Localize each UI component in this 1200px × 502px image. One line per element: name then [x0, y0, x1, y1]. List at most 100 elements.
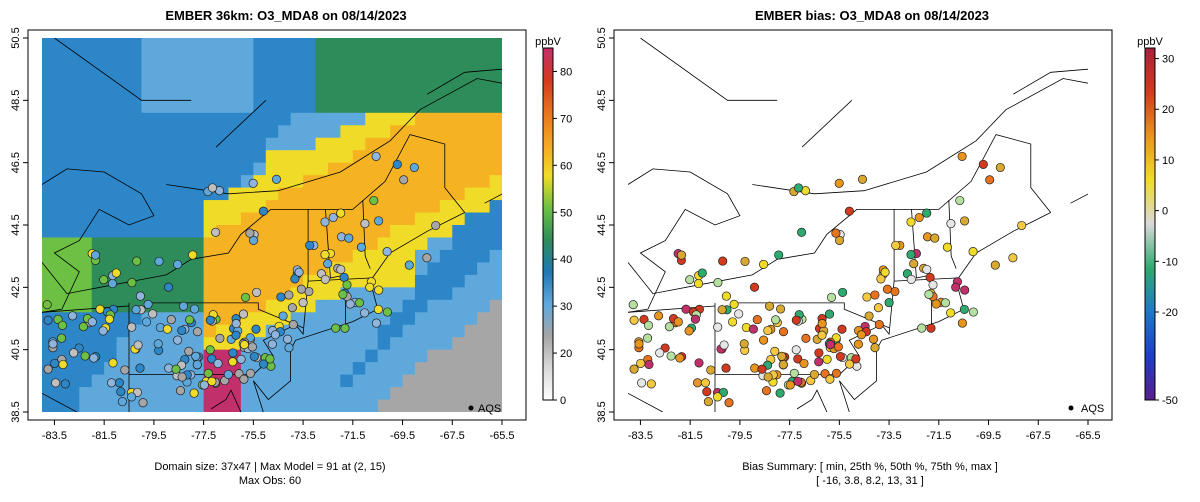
y-tick-label: 44.5 — [596, 214, 608, 235]
station-point — [132, 256, 142, 266]
x-tick-label: -73.5 — [291, 430, 316, 442]
station-point — [930, 233, 940, 243]
station-point — [339, 272, 349, 282]
station-point — [814, 348, 824, 358]
station-point — [685, 275, 695, 285]
y-tick-label: 40.5 — [10, 339, 22, 360]
station-point — [374, 216, 384, 226]
station-point — [817, 319, 827, 329]
x-tick-label: -83.5 — [628, 430, 653, 442]
station-point — [190, 304, 200, 314]
station-point — [775, 388, 785, 398]
station-point — [178, 301, 189, 311]
caption-line2: Max Obs: 60 — [239, 475, 301, 487]
station-point — [89, 353, 99, 363]
station-point — [148, 309, 158, 319]
station-point — [116, 387, 126, 397]
y-tick-label: 38.5 — [596, 401, 608, 422]
station-point — [694, 358, 704, 368]
station-point — [629, 315, 639, 325]
station-point — [914, 212, 924, 223]
station-point — [728, 317, 738, 327]
station-point — [764, 301, 775, 311]
station-point — [43, 315, 53, 325]
station-point — [809, 369, 819, 380]
x-tick-label: -71.5 — [926, 430, 951, 442]
station-point — [294, 267, 304, 277]
station-point — [925, 272, 935, 282]
colorbar-tick-label: -20 — [1162, 307, 1178, 319]
station-point — [838, 287, 848, 297]
station-point — [837, 324, 847, 334]
station-point — [729, 299, 739, 309]
station-point — [331, 323, 341, 333]
station-point — [345, 299, 355, 309]
station-point — [138, 398, 148, 408]
station-point — [957, 151, 967, 161]
station-point — [706, 365, 716, 375]
station-point — [288, 320, 298, 330]
station-point — [968, 307, 978, 317]
colorbar-tick-label: 10 — [1162, 155, 1174, 167]
station-point — [799, 358, 809, 369]
station-point — [857, 174, 868, 184]
y-tick-label: 42.5 — [10, 277, 22, 298]
station-point — [675, 353, 685, 363]
station-point — [713, 392, 723, 402]
x-tick-label: -79.5 — [727, 430, 752, 442]
station-point — [371, 318, 381, 328]
y-tick-label: 42.5 — [596, 277, 608, 298]
station-point — [634, 339, 644, 349]
station-point — [90, 250, 101, 260]
station-point — [752, 315, 762, 325]
x-tick-label: -83.5 — [42, 430, 67, 442]
station-point — [721, 363, 731, 373]
station-point — [69, 348, 79, 358]
station-point — [120, 365, 130, 375]
station-point — [719, 340, 729, 350]
colorbar-unit: ppbV — [1137, 36, 1163, 48]
station-point — [199, 380, 209, 390]
station-point — [702, 387, 712, 397]
station-point — [834, 235, 845, 245]
y-axis: 38.5 40.5 42.5 44.5 46.5 48.5 50.5 — [596, 27, 614, 423]
station-point — [338, 289, 348, 299]
station-point — [734, 309, 744, 319]
station-point — [917, 323, 927, 333]
station-point — [825, 340, 835, 350]
station-point — [928, 280, 938, 290]
station-point — [951, 282, 961, 292]
station-point — [906, 217, 916, 227]
station-point — [203, 368, 213, 378]
station-point — [844, 206, 854, 216]
station-point — [114, 378, 124, 388]
panel-model: EMBER 36km: O3_MDA8 on 08/14/2023 -83.5-… — [10, 8, 572, 487]
station-point — [127, 322, 137, 332]
caption-line1: Bias Summary: [ min, 25th %, 50th %, 75t… — [742, 461, 998, 473]
station-point — [356, 242, 366, 252]
station-point — [776, 304, 786, 314]
station-point — [205, 345, 215, 355]
station-point — [856, 330, 866, 340]
station-point — [104, 314, 114, 324]
station-point — [287, 303, 297, 313]
station-point — [906, 250, 916, 260]
station-point — [833, 342, 843, 352]
station-points — [42, 151, 441, 408]
station-point — [133, 340, 143, 350]
station-point — [960, 216, 970, 226]
station-point — [692, 378, 703, 388]
x-tick-label: -73.5 — [877, 430, 902, 442]
station-point — [360, 308, 370, 318]
station-point — [399, 175, 409, 185]
station-point — [628, 300, 638, 310]
station-point — [117, 397, 127, 407]
station-point — [718, 256, 728, 266]
station-point — [814, 357, 824, 367]
station-point — [270, 330, 280, 340]
station-point — [713, 278, 723, 288]
station-point — [666, 351, 676, 361]
station-point — [239, 340, 249, 350]
station-point — [890, 286, 900, 297]
station-point — [655, 348, 665, 358]
